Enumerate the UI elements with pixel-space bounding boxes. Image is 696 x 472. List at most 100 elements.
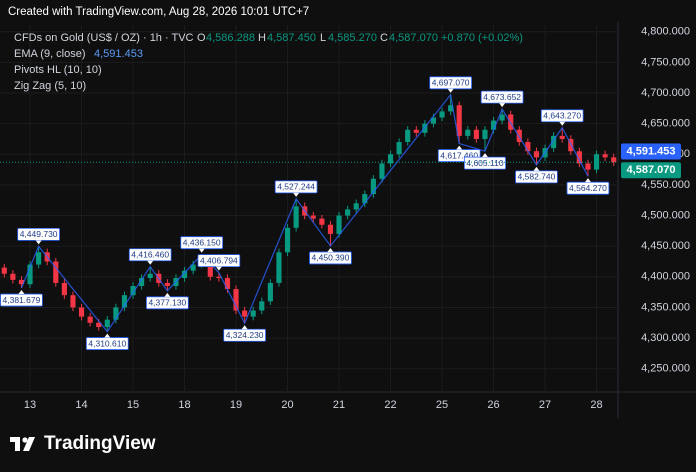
- candle-body: [233, 289, 239, 311]
- candle-body: [147, 273, 153, 279]
- candle-body: [284, 227, 291, 253]
- x-tick-label: 13: [24, 399, 36, 411]
- candle-body: [207, 261, 213, 277]
- candle-body: [465, 129, 471, 136]
- ohlc-value: 4,586.288: [206, 32, 255, 44]
- candle-body: [585, 163, 591, 170]
- candle-body: [242, 310, 248, 317]
- candle-body: [353, 203, 359, 210]
- candle-body: [27, 264, 33, 285]
- x-tick-label: 25: [436, 399, 448, 411]
- candle-body: [78, 307, 85, 317]
- candle-body: [181, 270, 188, 279]
- pivot-label: 4,406.794: [200, 255, 238, 265]
- x-tick-label: 14: [75, 399, 87, 411]
- candle-body: [482, 129, 488, 139]
- y-tick-label: 4,700.000: [641, 87, 690, 99]
- candle-body: [327, 224, 334, 234]
- pivot-pointer: [327, 247, 334, 252]
- candle-body: [576, 151, 582, 164]
- candle-body: [121, 295, 128, 308]
- pivot-label: 4,324.230: [226, 330, 264, 340]
- price-tag: [621, 162, 681, 179]
- candle-body: [602, 154, 608, 158]
- candle-body: [61, 282, 67, 296]
- pivot-label: 4,617.460: [440, 150, 478, 160]
- candle-body: [164, 282, 170, 287]
- x-tick-label: 18: [178, 399, 190, 411]
- candle-body: [473, 129, 479, 139]
- pivot-label: 4,673.652: [483, 92, 521, 102]
- pivot-pointer: [499, 103, 506, 108]
- pivot-pointer: [104, 333, 111, 338]
- pivot-pointer: [293, 192, 300, 197]
- candle-body: [422, 123, 428, 133]
- pivot-pointer: [481, 153, 488, 158]
- x-tick-label: 28: [590, 399, 602, 411]
- candle-body: [336, 215, 342, 234]
- pivot-pointer: [18, 290, 25, 295]
- candle-body: [104, 319, 110, 328]
- x-tick-label: 22: [384, 399, 396, 411]
- x-tick-label: 26: [487, 399, 499, 411]
- candle-body: [396, 142, 402, 155]
- candle-body: [345, 209, 351, 216]
- x-tick-label: 27: [539, 399, 551, 411]
- ema-value: 4,591.453: [94, 48, 143, 60]
- ohlc-value: 4,587.070: [389, 32, 438, 44]
- pivot-label: 4,416.460: [131, 249, 169, 259]
- candle-body: [413, 129, 419, 133]
- candle-body: [559, 135, 565, 139]
- pivot-pointer: [559, 121, 566, 126]
- candle-body: [430, 117, 437, 124]
- candle-body: [611, 157, 617, 163]
- candle-body: [113, 307, 119, 320]
- candle-body: [593, 154, 600, 170]
- candle-body: [53, 261, 59, 283]
- ohlc-value: 4,585.270: [328, 32, 377, 44]
- pivot-pointer: [35, 240, 42, 245]
- y-tick-label: 4,550.000: [641, 179, 690, 191]
- candle-body: [551, 135, 557, 149]
- change: +0.870 (+0.02%): [441, 32, 523, 44]
- candle-body: [276, 252, 282, 283]
- ema-legend: EMA (9, close): [14, 48, 86, 60]
- pivot-label: 4,436.150: [183, 237, 221, 247]
- ohlc-value: 4,587.450: [267, 32, 316, 44]
- candle-body: [259, 301, 265, 311]
- brand-logo: [10, 437, 35, 451]
- y-tick-label: 4,650.000: [641, 118, 690, 130]
- pivot-label: 4,450.390: [312, 253, 350, 263]
- candle-body: [139, 278, 145, 287]
- candle-body: [216, 276, 222, 279]
- candle-body: [70, 295, 76, 308]
- candle-body: [10, 273, 16, 280]
- x-tick-label: 15: [127, 399, 139, 411]
- ohlc-key: O: [197, 32, 206, 44]
- candle-body: [18, 279, 25, 285]
- pivot-pointer: [447, 88, 454, 93]
- candle-body: [96, 322, 102, 328]
- candle-body: [490, 120, 497, 130]
- y-tick-label: 4,800.000: [641, 26, 690, 38]
- ohlc-key: H: [258, 32, 266, 44]
- created-note: Created with TradingView.com, Aug 28, 20…: [8, 6, 309, 18]
- brand: TradingView: [44, 433, 156, 454]
- pivot-label: 4,605.110: [466, 158, 503, 168]
- candle-body: [448, 105, 454, 112]
- pivot-pointer: [456, 145, 463, 150]
- pivot-label: 4,381.679: [3, 295, 41, 305]
- y-tick-label: 4,450.000: [641, 240, 690, 252]
- price-tag: [621, 143, 681, 160]
- pivot-pointer: [533, 166, 540, 171]
- pivot-label: 4,643.270: [543, 111, 581, 121]
- pivots-legend: Pivots HL (10, 10): [14, 64, 102, 76]
- x-tick-label: 21: [333, 399, 345, 411]
- candle-body: [405, 129, 411, 143]
- candle-body: [267, 282, 273, 302]
- price-tag-label: 4,591.453: [627, 145, 676, 157]
- pivot-label: 4,697.070: [432, 78, 470, 88]
- pivot-pointer: [164, 292, 171, 297]
- zigzag-line: [20, 93, 589, 333]
